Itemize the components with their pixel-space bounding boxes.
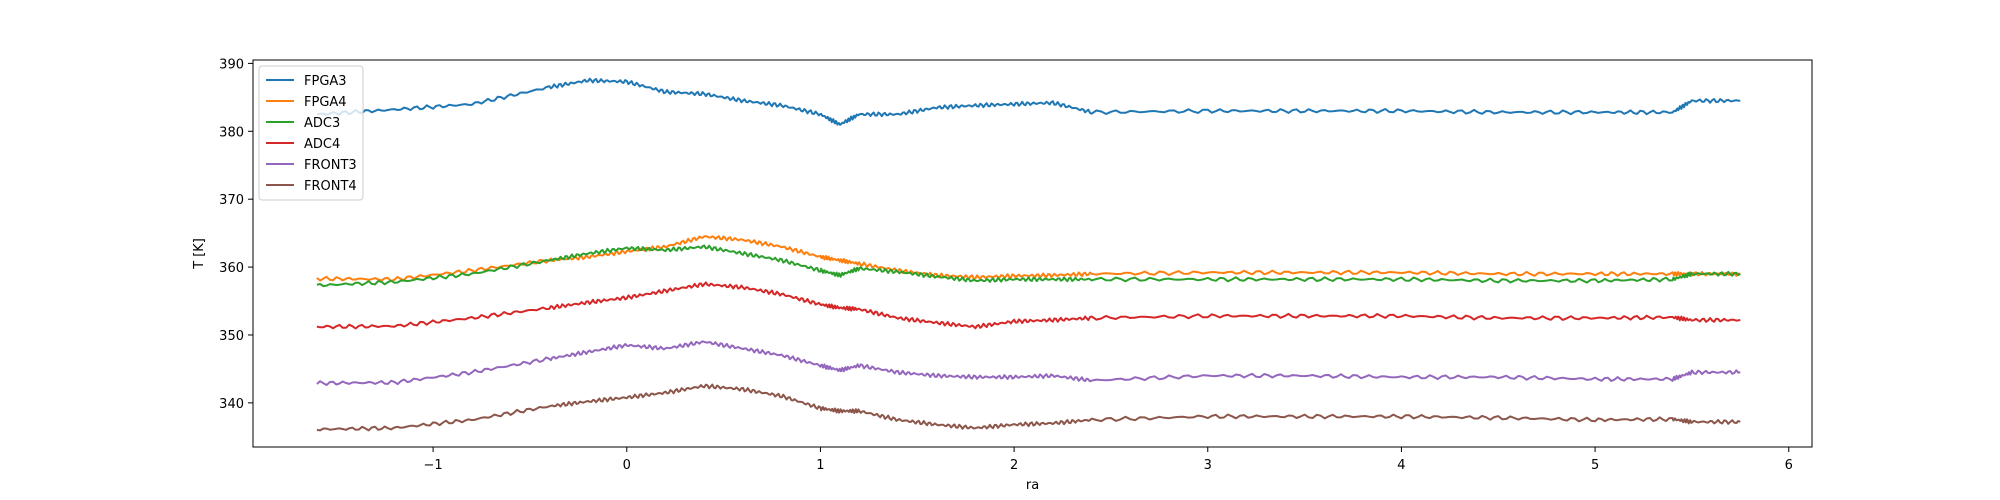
legend-label: FPGA3 — [304, 74, 347, 89]
legend-label: FRONT3 — [304, 158, 357, 173]
x-tick-label: 3 — [1204, 458, 1212, 473]
y-tick-label: 390 — [219, 57, 244, 72]
series-line-front3 — [316, 340, 1741, 386]
y-tick-label: 380 — [219, 125, 244, 140]
x-tick-label: 4 — [1397, 458, 1405, 473]
x-tick-label: 5 — [1591, 458, 1599, 473]
x-tick-label: 2 — [1010, 458, 1018, 473]
x-axis-title: ra — [1026, 478, 1039, 493]
y-axis-title: T [K] — [192, 238, 207, 270]
x-tick-label: 6 — [1785, 458, 1793, 473]
series-layer — [316, 77, 1741, 432]
y-tick-label: 350 — [219, 329, 244, 344]
plot-frame — [252, 59, 1813, 448]
y-tick-label: 340 — [219, 397, 244, 412]
x-tick-label: −1 — [424, 458, 443, 473]
series-line-adc3 — [316, 244, 1741, 288]
legend-label: ADC4 — [304, 137, 340, 152]
legend-label: FPGA4 — [304, 95, 347, 110]
series-line-adc4 — [316, 281, 1741, 330]
legend: FPGA3 FPGA4 ADC3 ADC4 FRONT3 FRONT4 — [258, 65, 364, 201]
legend-box — [258, 65, 364, 201]
legend-label: FRONT4 — [304, 179, 357, 194]
legend-label: ADC3 — [304, 116, 340, 131]
series-line-fpga4 — [316, 235, 1741, 282]
x-tick-label: 0 — [623, 458, 631, 473]
y-tick-label: 370 — [219, 193, 244, 208]
y-axis: 340 350 360 370 380 390 — [219, 57, 253, 412]
series-line-fpga3 — [316, 77, 1741, 126]
x-axis: −1 0 1 2 3 4 5 6 — [424, 447, 1793, 473]
x-tick-label: 1 — [816, 458, 824, 473]
y-tick-label: 360 — [219, 261, 244, 276]
series-line-front4 — [316, 383, 1741, 432]
